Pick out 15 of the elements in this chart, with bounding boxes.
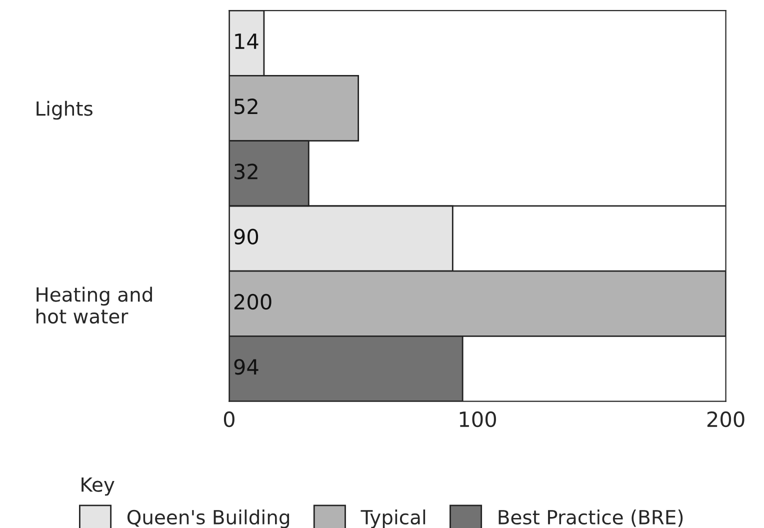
y-tick-label: Lights [36, 100, 92, 120]
data-label: 14 [235, 34, 258, 49]
data-label: 94 [234, 359, 258, 375]
data-label: 200 [234, 294, 272, 310]
x-tick-label: 100 [460, 411, 496, 428]
legend-label: Queen's Building [127, 509, 290, 528]
data-label: 52 [234, 98, 258, 114]
data-label: 32 [234, 164, 258, 180]
x-tick-label: 0 [224, 411, 234, 428]
data-label: 90 [234, 228, 258, 245]
legend-label: Best Practice (BRE) [498, 509, 683, 527]
legend-title: Key [82, 477, 114, 496]
y-tick-label: Heating and hot water [36, 286, 152, 324]
legend-label: Typical [360, 509, 426, 528]
x-tick-label: 200 [707, 411, 744, 428]
